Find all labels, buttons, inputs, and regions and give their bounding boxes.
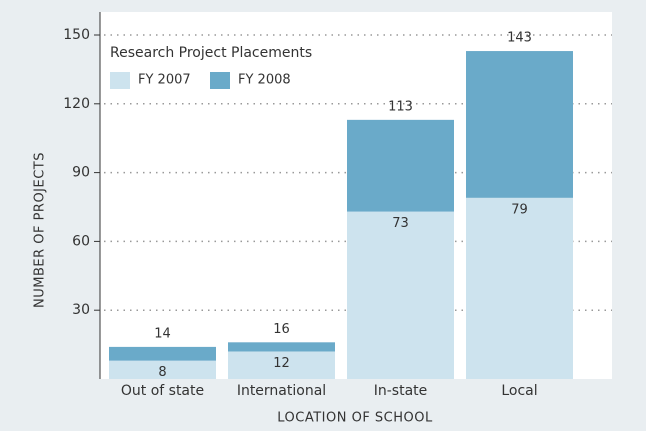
y-tick-label: 30 [72,302,90,318]
total-label: 143 [507,31,532,46]
legend-label: FY 2008 [238,73,291,88]
x-tick-label: In-state [374,383,428,399]
x-axis-label: LOCATION OF SCHOOL [277,411,433,426]
x-tick-label: Out of state [121,383,204,399]
bar-segment [347,119,454,212]
bar-segment [109,360,216,379]
x-tick-label: Local [501,383,537,399]
y-tick-label: 90 [72,165,90,181]
bar-segment [228,351,335,379]
y-tick-label: 150 [63,27,90,43]
total-label: 16 [273,322,290,337]
bar-segment [109,346,216,361]
x-tick-label: International [237,383,326,399]
total-label: 14 [154,326,171,341]
legend-label: FY 2007 [138,73,191,88]
value-label: 12 [273,356,290,371]
legend-swatch [210,72,230,89]
bar-segment [466,197,573,379]
legend-title: Research Project Placements [110,45,312,61]
bar-segment [347,211,454,379]
y-tick-label: 60 [72,233,90,249]
y-tick-label: 120 [63,96,90,112]
y-axis-label: NUMBER OF PROJECTS [33,152,48,308]
bar-segment [466,51,573,198]
total-label: 113 [388,99,413,114]
value-label: 79 [511,202,528,217]
value-label: 73 [392,216,409,231]
legend-swatch [110,72,130,89]
value-label: 8 [158,365,166,380]
bar-segment [228,342,335,352]
